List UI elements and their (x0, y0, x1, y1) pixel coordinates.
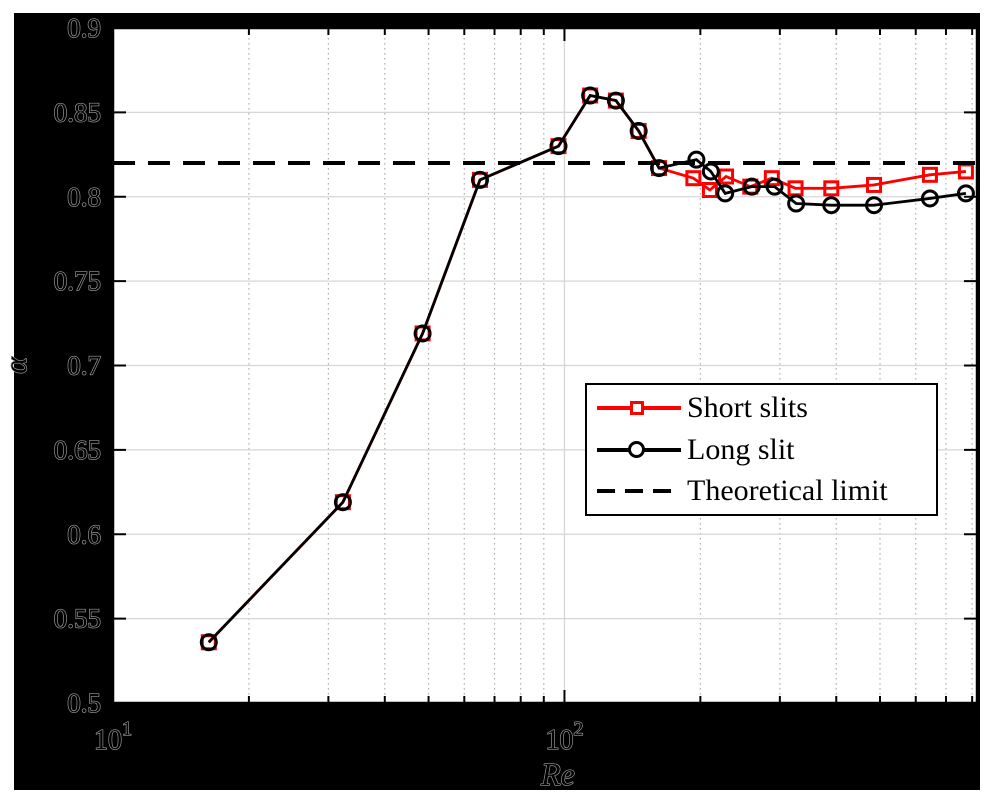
data-marker-circle (920, 189, 939, 208)
y-tick-label: 0.55 (54, 604, 101, 634)
data-marker-circle (865, 196, 884, 215)
data-marker-square (701, 182, 718, 198)
y-tick-label: 0.8 (67, 182, 101, 212)
data-marker-square (685, 170, 702, 187)
data-marker-circle (470, 170, 489, 189)
legend-label: Short slits (687, 391, 808, 425)
x-axis-label: Re (540, 756, 575, 792)
data-marker-square (866, 176, 883, 193)
y-tick-label: 0.7 (67, 351, 101, 381)
data-marker-circle (629, 121, 648, 140)
dashed-line-icon (597, 488, 681, 493)
data-marker-circle (581, 86, 600, 105)
data-marker-square (823, 180, 840, 197)
legend-entry-short-slits: Short slits (597, 388, 936, 428)
y-tick-label: 0.75 (54, 266, 101, 296)
data-marker-circle (199, 633, 218, 652)
legend-sample-black-circle-line (597, 435, 681, 465)
circle-marker-icon (628, 440, 645, 458)
data-marker-square (718, 168, 735, 185)
legend-sample-red-square-line (597, 393, 681, 423)
y-tick-label: 0.85 (54, 97, 101, 127)
legend-label: Theoretical limit (687, 473, 888, 507)
data-marker-circle (787, 194, 806, 213)
axes-border (111, 26, 979, 705)
y-tick-label: 0.6 (67, 519, 101, 549)
data-marker-circle (606, 91, 625, 110)
data-marker-circle (956, 184, 975, 203)
y-tick-label: 0.65 (54, 435, 101, 465)
data-marker-circle (333, 493, 352, 512)
y-tick-label: 0.5 (67, 688, 101, 718)
data-marker-circle (716, 184, 735, 203)
legend: Short slits Long slit Theoretical limit (585, 383, 938, 516)
data-marker-circle (822, 196, 841, 215)
legend-entry-theoretical-limit: Theoretical limit (597, 471, 936, 511)
data-marker-circle (765, 177, 784, 196)
series-line-long-slit (207, 93, 967, 644)
legend-sample-dashed-line (597, 476, 681, 506)
data-marker-circle (413, 324, 432, 343)
data-marker-circle (549, 137, 568, 156)
data-marker-circle (687, 150, 706, 169)
data-marker-circle (742, 177, 761, 196)
data-marker-square (763, 170, 780, 187)
y-axis-label: α (0, 356, 33, 374)
y-tick-label: 0.9 (67, 13, 101, 43)
square-marker-icon (630, 401, 644, 416)
data-marker-circle (650, 159, 669, 178)
data-marker-square (921, 166, 938, 183)
legend-entry-long-slit: Long slit (597, 430, 936, 470)
legend-label: Long slit (687, 432, 795, 466)
